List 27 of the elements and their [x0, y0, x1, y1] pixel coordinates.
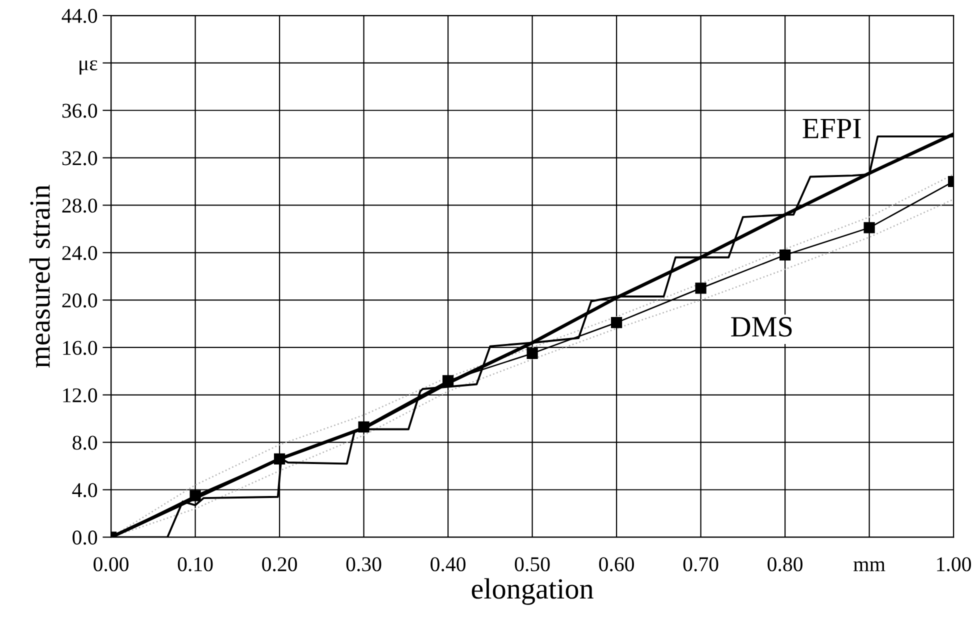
y-tick-label: 8.0 [72, 436, 98, 450]
x-tick-label: 0.00 [94, 557, 128, 572]
x-tick-label: 0.20 [262, 557, 297, 572]
x-tick-label: 0.80 [768, 557, 802, 572]
x-tick-label: 0.50 [514, 557, 550, 572]
y-tick-label: 28.0 [62, 198, 98, 213]
x-tick-label: 0.60 [599, 557, 634, 572]
annotation: EFPI [802, 119, 861, 138]
y-tick-label: με [80, 60, 98, 75]
x-tick-label: 1.00 [937, 557, 971, 572]
y-tick-label: 32.0 [62, 151, 98, 166]
y-tick-label: 0.0 [72, 530, 98, 545]
y-tick-label: 16.0 [63, 340, 98, 355]
x-tick-label: 0.30 [346, 557, 382, 572]
annotation: DMS [731, 317, 792, 337]
x-tick-label: 0.70 [683, 557, 718, 572]
y-tick-label: 24.0 [62, 246, 98, 260]
x-tick-label: 0.40 [430, 557, 466, 572]
y-tick-label: 44.0 [62, 8, 98, 24]
y-axis-title: measured strain [29, 184, 50, 368]
y-tick-label: 36.0 [62, 104, 98, 118]
x-tick-label: mm [854, 561, 886, 572]
y-tick-label: 4.0 [72, 483, 98, 498]
y-tick-label: 20.0 [62, 293, 98, 308]
x-axis-title: elongation [472, 578, 594, 605]
x-tick-label: 0.10 [178, 557, 213, 572]
y-tick-label: 12.0 [63, 388, 98, 402]
